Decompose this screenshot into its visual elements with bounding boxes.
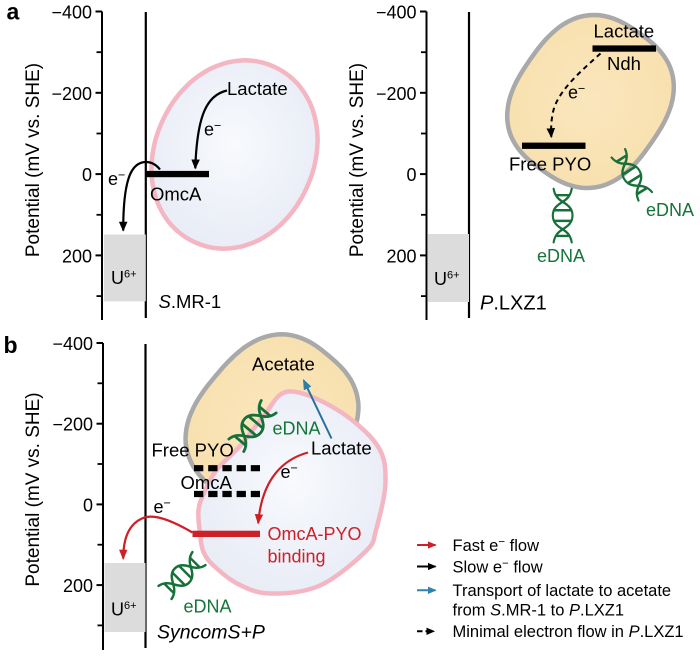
svg-text:200: 200 [386, 246, 416, 266]
svg-text:OmcA: OmcA [181, 472, 233, 493]
svg-text:OmcA-PYO: OmcA-PYO [268, 524, 362, 544]
svg-text:Fast e− flow: Fast e− flow [453, 537, 540, 556]
svg-text:Acetate: Acetate [252, 354, 315, 375]
svg-text:eDNA: eDNA [273, 419, 321, 439]
svg-text:−400: −400 [51, 3, 92, 23]
svg-text:from S.MR-1 to P.LXZ1: from S.MR-1 to P.LXZ1 [453, 602, 625, 620]
svg-text:S.MR-1: S.MR-1 [159, 291, 222, 312]
svg-text:−400: −400 [52, 334, 93, 354]
svg-text:Minimal electron flow in P.LXZ: Minimal electron flow in P.LXZ1 [453, 623, 684, 641]
svg-text:eDNA: eDNA [184, 597, 232, 617]
svg-text:Potential (mV vs. SHE): Potential (mV vs. SHE) [23, 63, 44, 257]
svg-text:SyncomS+P: SyncomS+P [157, 622, 265, 644]
svg-text:Potential (mV vs. SHE): Potential (mV vs. SHE) [23, 392, 44, 586]
svg-text:−200: −200 [52, 415, 93, 435]
svg-text:b: b [4, 332, 18, 358]
svg-text:e−: e− [108, 168, 125, 189]
svg-text:binding: binding [268, 547, 326, 567]
svg-text:eDNA: eDNA [646, 200, 694, 220]
svg-text:−200: −200 [376, 84, 417, 104]
svg-text:0: 0 [83, 495, 93, 515]
svg-text:Lactate: Lactate [594, 21, 655, 42]
svg-text:Lactate: Lactate [227, 78, 288, 99]
svg-text:200: 200 [63, 576, 93, 596]
svg-text:200: 200 [62, 246, 92, 266]
svg-text:Transport of lactate to acetat: Transport of lactate to acetate [453, 582, 672, 600]
svg-text:Potential (mV vs. SHE): Potential (mV vs. SHE) [347, 63, 368, 257]
svg-text:Slow e− flow: Slow e− flow [453, 558, 543, 577]
svg-text:0: 0 [406, 165, 416, 185]
svg-text:Lactate: Lactate [311, 438, 372, 459]
svg-text:−200: −200 [51, 84, 92, 104]
svg-text:Free PYO: Free PYO [509, 154, 591, 175]
svg-text:a: a [7, 0, 20, 25]
svg-text:Free PYO: Free PYO [152, 440, 234, 461]
svg-text:P.LXZ1: P.LXZ1 [480, 293, 547, 315]
svg-text:OmcA: OmcA [150, 184, 202, 205]
svg-text:e−: e− [154, 496, 171, 517]
svg-text:0: 0 [82, 165, 92, 185]
svg-text:Ndh: Ndh [607, 53, 641, 74]
svg-text:−400: −400 [376, 3, 417, 23]
svg-text:eDNA: eDNA [537, 246, 585, 266]
